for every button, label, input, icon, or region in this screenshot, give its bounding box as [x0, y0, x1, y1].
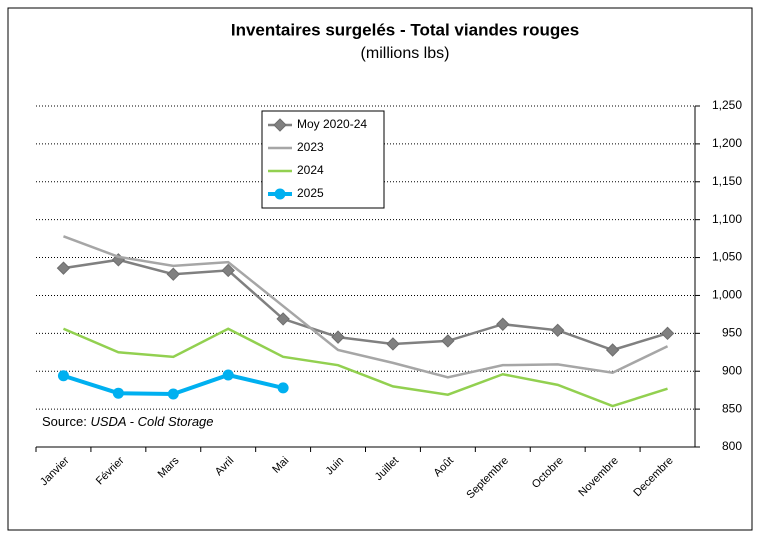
diamond-marker: [166, 267, 180, 281]
series-line: [63, 235, 669, 379]
circle-marker: [57, 370, 69, 382]
series-line: [63, 258, 668, 352]
y-tick-label: 800: [722, 439, 742, 453]
diamond-marker: [496, 317, 510, 331]
diamond-marker: [331, 330, 345, 344]
chart-border: [7, 7, 753, 531]
y-tick-label: 900: [722, 363, 742, 377]
source-text: USDA - Cold Storage: [90, 414, 213, 429]
diamond-marker: [56, 261, 71, 275]
diamond-marker: [221, 263, 235, 278]
diamond-marker: [660, 326, 675, 341]
y-tick-label: 1,050: [712, 250, 742, 264]
y-tick-label: 950: [722, 326, 742, 340]
diamond-marker: [605, 343, 620, 357]
y-tick-label: 850: [722, 401, 742, 415]
y-tick-label: 1,250: [712, 98, 742, 112]
source-note: Source: USDA - Cold Storage: [42, 414, 214, 429]
diamond-marker: [276, 312, 290, 326]
y-tick-label: 1,150: [712, 174, 742, 188]
chart-title: Inventaires surgelés - Total viandes rou…: [231, 20, 579, 39]
circle-marker: [274, 188, 286, 200]
y-tick-label: 1,000: [712, 288, 742, 302]
diamond-marker: [386, 337, 400, 351]
circle-marker: [112, 387, 124, 399]
legend-label: Moy 2020-24: [297, 117, 367, 131]
legend-label: 2023: [297, 140, 324, 154]
series-line: [62, 327, 668, 408]
circle-marker: [167, 388, 179, 400]
circle-marker: [277, 382, 289, 394]
diamond-marker: [551, 323, 565, 338]
diamond-marker: [273, 118, 287, 132]
source-label: Source:: [42, 414, 87, 429]
diamond-marker: [441, 334, 455, 348]
chart-subtitle: (millions lbs): [361, 45, 450, 62]
legend-label: 2024: [297, 163, 324, 177]
y-tick-label: 1,200: [712, 136, 742, 150]
circle-marker: [222, 369, 234, 381]
legend-label: 2025: [297, 186, 324, 200]
y-tick-label: 1,100: [712, 212, 742, 226]
